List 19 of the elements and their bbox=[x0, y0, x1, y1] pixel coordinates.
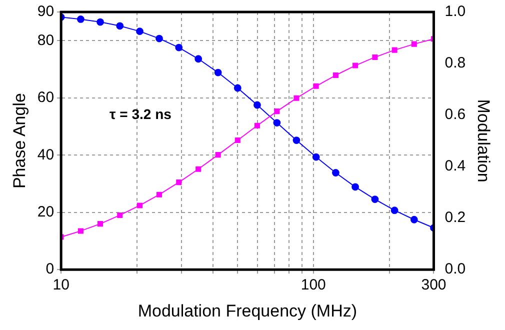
y-tick-label: 90 bbox=[37, 3, 54, 20]
y2-axis-title: Modulation bbox=[474, 99, 494, 182]
annotation: τ = 3.2 ns bbox=[110, 106, 172, 122]
y-tick-label: 40 bbox=[37, 146, 54, 164]
y2-tick-label: 0.6 bbox=[444, 106, 466, 124]
y2-tick-label: 0.4 bbox=[444, 158, 466, 175]
y2-tick-label: 0.8 bbox=[444, 54, 466, 72]
y2-tick-label: 0.2 bbox=[444, 209, 466, 226]
x-axis-title: Modulation Frequency (MHz) bbox=[138, 301, 358, 320]
y-axis-title: Phase Angle bbox=[10, 93, 29, 189]
y2-tick-label: 1.0 bbox=[444, 3, 466, 20]
x-tick-label: 100 bbox=[300, 276, 326, 294]
y-tick-label: 60 bbox=[37, 89, 54, 106]
x-tick-label: 300 bbox=[421, 276, 446, 294]
x-tick-label: 10 bbox=[52, 276, 70, 294]
y-tick-label: 20 bbox=[37, 203, 54, 220]
y2-tick-label: 0.0 bbox=[444, 260, 466, 278]
y-tick-label: 80 bbox=[37, 32, 54, 49]
y-tick-label: 0 bbox=[46, 260, 54, 278]
